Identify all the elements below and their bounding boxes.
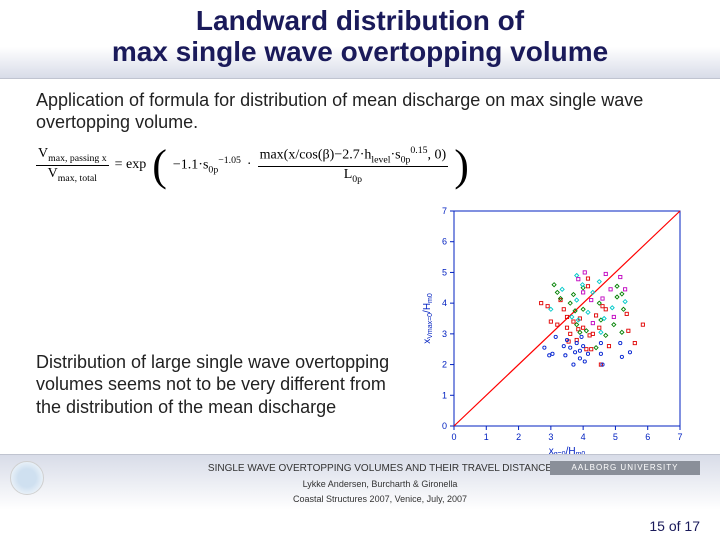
- footer: AALBORG UNIVERSITY SINGLE WAVE OVERTOPPI…: [0, 454, 720, 510]
- svg-text:0: 0: [451, 432, 456, 442]
- footer-logo-icon: [10, 461, 44, 495]
- svg-text:6: 6: [645, 432, 650, 442]
- svg-text:2: 2: [516, 432, 521, 442]
- svg-text:7: 7: [677, 432, 682, 442]
- scatter-chart: 0011223344556677xq=0/Hm0xVmax=0/Hm0: [420, 203, 690, 458]
- page-title: Landward distribution of max single wave…: [30, 6, 690, 68]
- svg-text:4: 4: [442, 299, 447, 309]
- formula-eq: = exp: [115, 157, 147, 173]
- formula-dot: ·: [247, 157, 252, 173]
- body-row: Distribution of large single wave overto…: [36, 203, 690, 458]
- svg-text:4: 4: [581, 432, 586, 442]
- footer-line-2: Lykke Andersen, Burcharth & Gironella: [60, 477, 700, 491]
- formula: Vmax, passing x Vmax, total = exp ( −1.1…: [36, 146, 690, 186]
- subtitle: Application of formula for distribution …: [36, 89, 690, 134]
- title-line-2: max single wave overtopping volume: [112, 36, 608, 67]
- formula-term1: −1.1·s0p−1.05: [173, 155, 241, 175]
- svg-text:6: 6: [442, 237, 447, 247]
- svg-text:xVmax=0/Hm0: xVmax=0/Hm0: [422, 293, 434, 344]
- formula-lhs: Vmax, passing x Vmax, total: [36, 146, 109, 184]
- svg-text:1: 1: [442, 391, 447, 401]
- formula-term2: max(x/cos(β)−2.7·hlevel·s0p0.15, 0) L0p: [258, 146, 449, 186]
- university-logo: AALBORG UNIVERSITY: [550, 461, 700, 475]
- svg-text:1: 1: [484, 432, 489, 442]
- page-number: 15 of 17: [649, 518, 700, 534]
- body-paragraph: Distribution of large single wave overto…: [36, 351, 420, 459]
- title-line-1: Landward distribution of: [196, 5, 524, 36]
- content-area: Application of formula for distribution …: [0, 79, 720, 459]
- svg-text:5: 5: [613, 432, 618, 442]
- svg-text:7: 7: [442, 206, 447, 216]
- footer-line-3: Coastal Structures 2007, Venice, July, 2…: [60, 492, 700, 506]
- svg-text:3: 3: [442, 329, 447, 339]
- svg-text:2: 2: [442, 360, 447, 370]
- title-band: Landward distribution of max single wave…: [0, 0, 720, 79]
- svg-text:0: 0: [442, 421, 447, 431]
- chart-svg: 0011223344556677xq=0/Hm0xVmax=0/Hm0: [420, 203, 690, 458]
- svg-text:5: 5: [442, 268, 447, 278]
- svg-text:3: 3: [548, 432, 553, 442]
